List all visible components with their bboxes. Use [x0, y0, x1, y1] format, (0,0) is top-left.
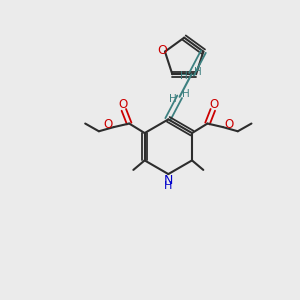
Text: O: O [103, 118, 112, 131]
Text: N: N [164, 173, 173, 187]
Text: O: O [224, 118, 233, 131]
Text: O: O [158, 44, 167, 57]
Text: H: H [180, 71, 188, 81]
Text: H: H [164, 181, 172, 191]
Text: H: H [194, 67, 202, 76]
Text: H: H [169, 94, 176, 103]
Text: O: O [209, 98, 219, 111]
Text: O: O [118, 98, 127, 111]
Text: H: H [182, 89, 190, 99]
